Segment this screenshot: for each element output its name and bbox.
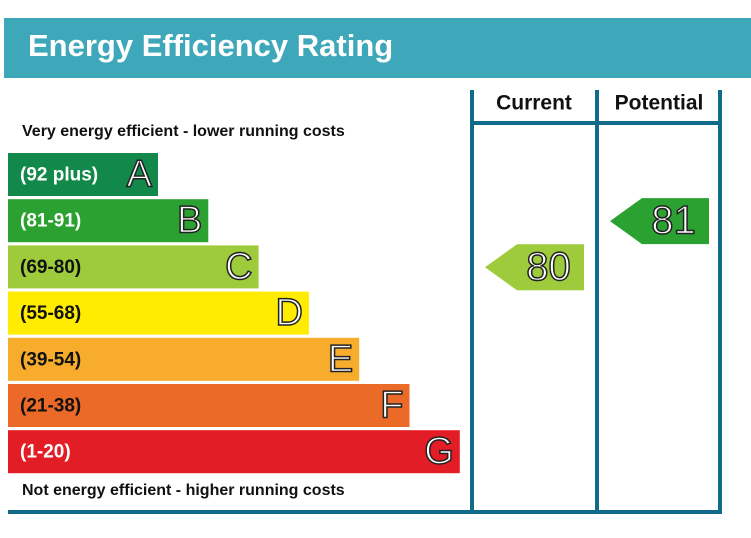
- column-header: Potential: [615, 92, 704, 115]
- band-letter: E: [328, 338, 353, 380]
- band-range: (39-54): [20, 349, 81, 370]
- bottom-note: Not energy efficient - higher running co…: [22, 482, 345, 499]
- rating-value: 81: [651, 199, 696, 243]
- band: [8, 384, 410, 427]
- band: [8, 430, 460, 474]
- band-range: (55-68): [20, 303, 81, 324]
- band-letter: C: [225, 246, 252, 288]
- rating-value: 80: [526, 245, 571, 289]
- band-letter: D: [275, 292, 302, 334]
- band: [8, 291, 309, 335]
- top-note: Very energy efficient - lower running co…: [22, 123, 345, 140]
- band: [8, 245, 259, 289]
- band-range: (21-38): [20, 396, 81, 417]
- band-range: (69-80): [20, 257, 81, 278]
- rating-arrow: [610, 198, 709, 245]
- band-letter: F: [380, 385, 403, 427]
- band: [8, 337, 360, 381]
- column-header: Current: [496, 92, 572, 115]
- header-bar: [4, 18, 751, 78]
- frame: [8, 90, 722, 514]
- band: [8, 199, 209, 243]
- rating-arrow: [485, 244, 584, 291]
- band-letter: G: [424, 431, 454, 473]
- band-letter: A: [127, 154, 153, 196]
- band-range: (92 plus): [20, 165, 98, 186]
- title: Energy Efficiency Rating: [28, 28, 393, 63]
- band-range: (1-20): [20, 442, 71, 463]
- band-letter: B: [177, 200, 202, 242]
- band: [8, 153, 158, 196]
- band-range: (81-91): [20, 211, 81, 232]
